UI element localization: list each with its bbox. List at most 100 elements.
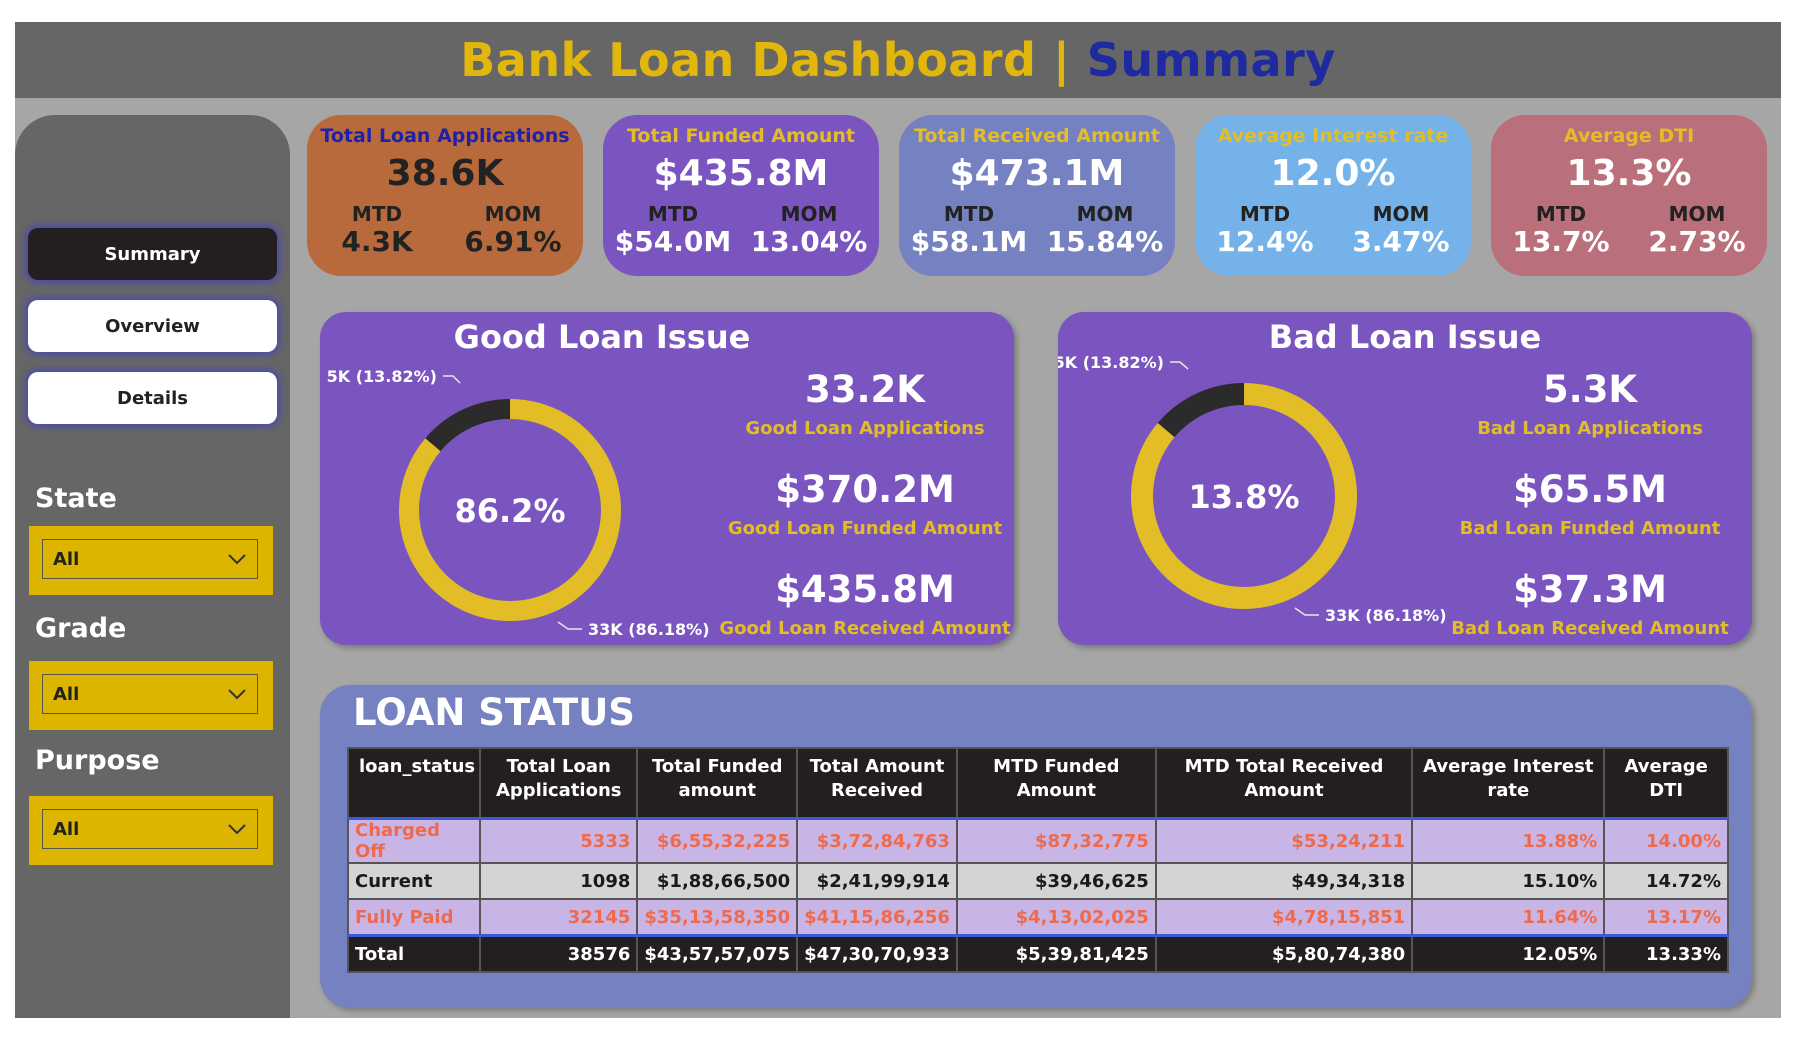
table-cell: Fully Paid <box>346 898 482 937</box>
table-cell: 13.17% <box>1603 898 1729 937</box>
kpi-mom-value: 15.84% <box>1046 225 1164 258</box>
table-cell: 5333 <box>479 817 639 864</box>
table-cell: Charged Off <box>346 817 482 864</box>
table-cell: 13.88% <box>1411 817 1606 864</box>
table-cell: $49,34,318 <box>1154 862 1414 900</box>
column-header[interactable]: Average DTI <box>1603 747 1729 820</box>
good-loan-applications-label: Good Loan Applications <box>745 418 985 439</box>
table-cell: $6,55,32,225 <box>636 817 799 864</box>
kpi-title: Total Funded Amount <box>627 125 855 147</box>
kpi-mtd-label: MTD <box>943 202 995 226</box>
donut-data-label: 5K (13.82%) <box>1058 353 1164 372</box>
purpose-dropdown[interactable]: All <box>42 809 258 849</box>
grade-dropdown[interactable]: All <box>42 674 258 714</box>
table-header-row: loan_status Total Loan Applications Tota… <box>346 747 1729 820</box>
kpi-mom-label: MOM <box>780 202 838 226</box>
column-header[interactable]: MTD Funded Amount <box>955 747 1157 820</box>
purpose-dropdown-value: All <box>53 818 80 840</box>
table-cell: 14.00% <box>1603 817 1729 864</box>
table-cell: $41,15,86,256 <box>796 898 958 937</box>
grade-dropdown-value: All <box>53 683 80 705</box>
state-dropdown-value: All <box>53 548 80 570</box>
table-cell: $35,13,58,350 <box>636 898 799 937</box>
kpi-mtd-label: MTD <box>1239 202 1291 226</box>
good-loan-received-value: $435.8M <box>775 568 955 611</box>
kpi-card-dti: Average DTI 13.3% MTD MOM 13.7% 2.73% <box>1491 115 1767 276</box>
bad-loan-received-value: $37.3M <box>1513 568 1667 611</box>
loan-status-panel: LOAN STATUS loan_status Total Loan Appli… <box>320 685 1752 1008</box>
bad-loan-applications-label: Bad Loan Applications <box>1477 418 1703 439</box>
kpi-value: $435.8M <box>653 153 829 194</box>
column-header[interactable]: Average Interest rate <box>1411 747 1606 820</box>
kpi-mtd-label: MTD <box>647 202 699 226</box>
donut-leader-line <box>557 621 582 630</box>
kpi-card-funded-amount: Total Funded Amount $435.8M MTD MOM $54.… <box>603 115 879 276</box>
kpi-value: 13.3% <box>1566 153 1692 194</box>
bad-loan-applications-value: 5.3K <box>1542 368 1638 411</box>
table-cell: $3,72,84,763 <box>796 817 958 864</box>
table-row[interactable]: Fully Paid 32145 $35,13,58,350 $41,15,86… <box>346 898 1729 937</box>
kpi-card-interest-rate: Average Interest rate 12.0% MTD MOM 12.4… <box>1195 115 1471 276</box>
donut-slice-bad[interactable] <box>368 368 653 645</box>
good-loan-funded-label: Good Loan Funded Amount <box>727 518 1003 539</box>
table-cell: $47,30,70,933 <box>796 934 958 973</box>
donut-leader-line <box>443 375 461 384</box>
purpose-filter-label: Purpose <box>35 745 160 776</box>
table-cell: Total <box>346 934 482 973</box>
column-header[interactable]: Total Loan Applications <box>479 747 639 820</box>
kpi-mtd-value: $54.0M <box>614 225 732 258</box>
good-loan-donut-chart: 86.2% 5K (13.82%) 33K (86.18%) <box>327 367 710 645</box>
kpi-mtd-value: 12.4% <box>1216 225 1314 258</box>
kpi-mom-value: 6.91% <box>464 225 562 258</box>
donut-data-label: 5K (13.82%) <box>327 367 437 386</box>
chevron-down-icon <box>228 689 246 700</box>
table-cell: $5,39,81,425 <box>955 934 1157 973</box>
column-header[interactable]: Total Funded amount <box>636 747 799 820</box>
table-cell: 32145 <box>479 898 639 937</box>
bad-loan-funded-value: $65.5M <box>1513 468 1667 511</box>
kpi-mom-label: MOM <box>1372 202 1430 226</box>
kpi-mom-value: 2.73% <box>1648 225 1746 258</box>
table-cell: 11.64% <box>1411 898 1606 937</box>
kpi-mom-value: 13.04% <box>750 225 868 258</box>
good-loan-received-label: Good Loan Received Amount <box>719 618 1011 639</box>
table-cell: $2,41,99,914 <box>796 862 958 900</box>
kpi-mom-label: MOM <box>1076 202 1134 226</box>
kpi-mom-value: 3.47% <box>1352 225 1450 258</box>
column-header[interactable]: loan_status <box>346 747 482 820</box>
nav-overview-button[interactable]: Overview <box>28 300 277 352</box>
table-cell: $5,80,74,380 <box>1154 934 1414 973</box>
table-cell: 15.10% <box>1411 862 1606 900</box>
table-cell: 1098 <box>479 862 639 900</box>
table-cell: 13.33% <box>1603 934 1729 973</box>
header-bar: Bank Loan Dashboard | Summary <box>15 22 1781 98</box>
kpi-mtd-value: 13.7% <box>1512 225 1610 258</box>
kpi-mtd-value: 4.3K <box>341 225 413 258</box>
kpi-title: Average Interest rate <box>1217 125 1449 147</box>
grade-filter: All <box>29 661 273 730</box>
state-dropdown[interactable]: All <box>42 539 258 579</box>
table-cell: Current <box>346 862 482 900</box>
donut-center-label: 13.8% <box>1188 478 1299 516</box>
column-header[interactable]: Total Amount Received <box>796 747 958 820</box>
donut-data-label: 33K (86.18%) <box>588 620 710 639</box>
bad-loan-donut-chart: 13.8% 5K (13.82%) 33K (86.18%) <box>1058 353 1447 625</box>
table-cell: $87,32,775 <box>955 817 1157 864</box>
table-total-row: Total 38576 $43,57,57,075 $47,30,70,933 … <box>346 934 1729 973</box>
nav-details-button[interactable]: Details <box>28 372 277 424</box>
table-row[interactable]: Current 1098 $1,88,66,500 $2,41,99,914 $… <box>346 862 1729 900</box>
good-loan-applications-value: 33.2K <box>805 368 925 411</box>
donut-data-label: 33K (86.18%) <box>1325 606 1447 625</box>
kpi-card-received-amount: Total Received Amount $473.1M MTD MOM $5… <box>899 115 1175 276</box>
kpi-title: Total Received Amount <box>914 125 1160 147</box>
donut-center-label: 86.2% <box>454 492 565 530</box>
kpi-value: 12.0% <box>1270 153 1396 194</box>
column-header[interactable]: MTD Total Received Amount <box>1154 747 1414 820</box>
nav-summary-button[interactable]: Summary <box>28 228 277 280</box>
table-row[interactable]: Charged Off 5333 $6,55,32,225 $3,72,84,7… <box>346 817 1729 864</box>
table-cell: 14.72% <box>1603 862 1729 900</box>
kpi-value: 38.6K <box>386 153 504 194</box>
kpi-mtd-value: $58.1M <box>910 225 1028 258</box>
dashboard-frame: Bank Loan Dashboard | Summary Summary Ov… <box>15 22 1781 1018</box>
kpi-title: Total Loan Applications <box>320 125 570 147</box>
